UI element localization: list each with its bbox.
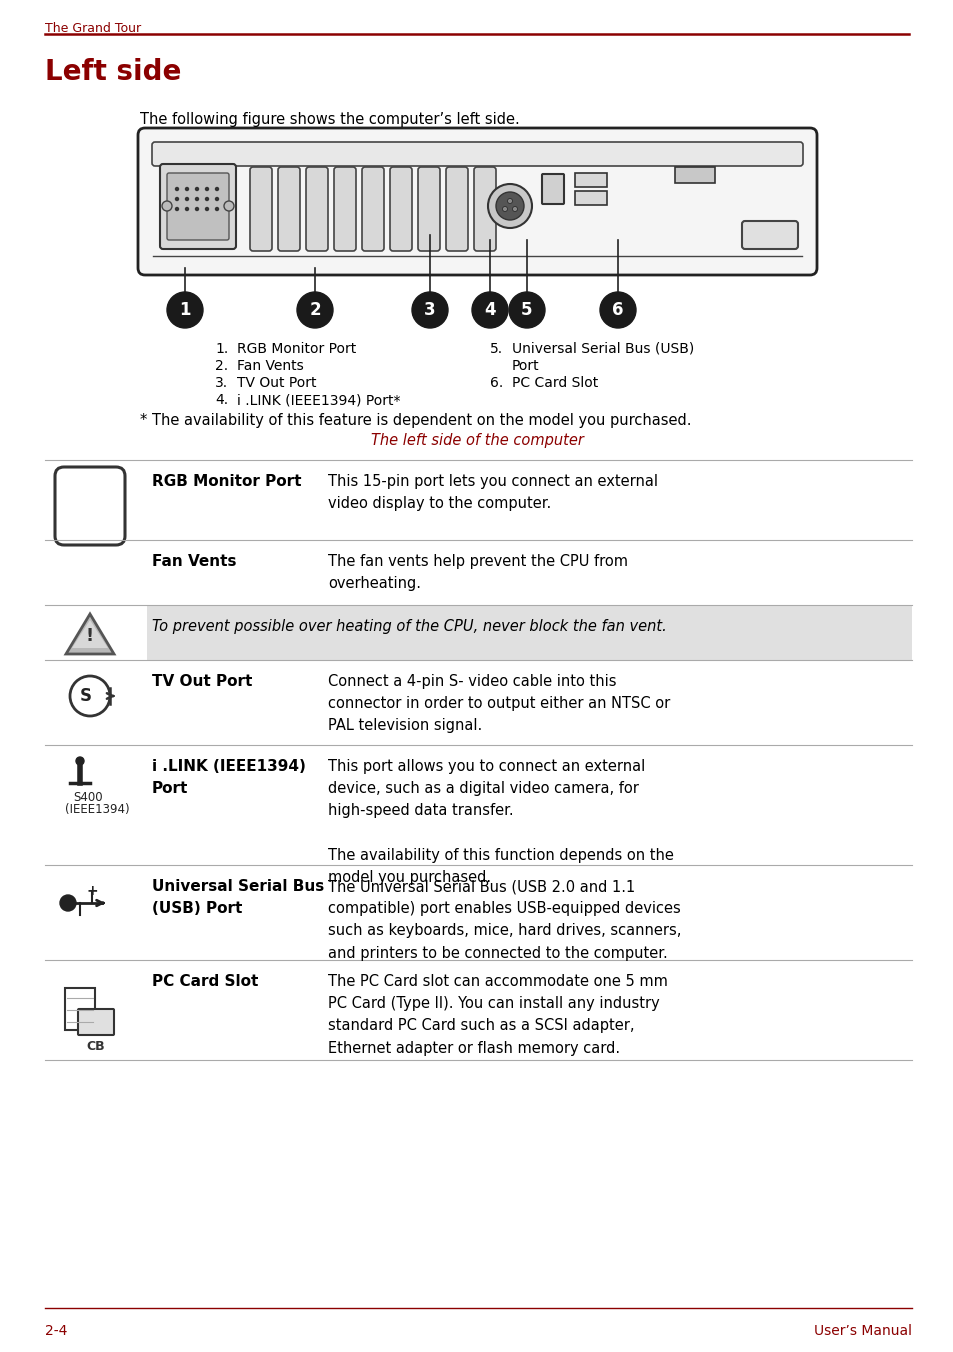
Text: The following figure shows the computer’s left side.: The following figure shows the computer’…: [140, 112, 519, 127]
Text: 1.: 1.: [214, 342, 228, 356]
FancyBboxPatch shape: [541, 174, 563, 204]
Text: 2-4: 2-4: [45, 1324, 68, 1338]
Text: 2: 2: [309, 301, 320, 319]
FancyBboxPatch shape: [474, 168, 496, 251]
Text: Universal Serial Bus (USB): Universal Serial Bus (USB): [512, 342, 694, 356]
Circle shape: [215, 188, 218, 191]
Text: 6: 6: [612, 301, 623, 319]
FancyBboxPatch shape: [417, 168, 439, 251]
FancyBboxPatch shape: [334, 168, 355, 251]
Circle shape: [195, 188, 198, 191]
FancyBboxPatch shape: [277, 168, 299, 251]
Circle shape: [412, 292, 448, 329]
Bar: [675, 168, 714, 183]
Text: PC Card Slot: PC Card Slot: [152, 973, 258, 990]
Text: User’s Manual: User’s Manual: [813, 1324, 911, 1338]
Circle shape: [215, 197, 218, 200]
Text: The Universal Serial Bus (USB 2.0 and 1.1
compatible) port enables USB-equipped : The Universal Serial Bus (USB 2.0 and 1.…: [328, 879, 680, 961]
Text: Port: Port: [512, 360, 539, 373]
Text: 3.: 3.: [214, 376, 228, 389]
Circle shape: [512, 207, 517, 211]
FancyBboxPatch shape: [78, 1009, 113, 1036]
Text: 3: 3: [424, 301, 436, 319]
Circle shape: [175, 188, 178, 191]
Text: S: S: [80, 687, 91, 704]
Circle shape: [502, 207, 507, 211]
Circle shape: [488, 184, 532, 228]
Text: i .LINK (IEEE1394)
Port: i .LINK (IEEE1394) Port: [152, 758, 306, 796]
Circle shape: [509, 292, 544, 329]
Text: (IEEE1394): (IEEE1394): [65, 803, 130, 817]
FancyBboxPatch shape: [138, 128, 816, 274]
Circle shape: [496, 192, 523, 220]
Text: This 15-pin port lets you connect an external
video display to the computer.: This 15-pin port lets you connect an ext…: [328, 475, 658, 511]
Circle shape: [599, 292, 636, 329]
Text: TV Out Port: TV Out Port: [236, 376, 316, 389]
Circle shape: [296, 292, 333, 329]
Circle shape: [195, 197, 198, 200]
Text: 4: 4: [484, 301, 496, 319]
Circle shape: [205, 207, 209, 211]
Text: 6.: 6.: [490, 376, 503, 389]
Circle shape: [195, 207, 198, 211]
FancyBboxPatch shape: [250, 168, 272, 251]
Text: RGB Monitor Port: RGB Monitor Port: [152, 475, 301, 489]
Text: 4.: 4.: [214, 393, 228, 407]
Circle shape: [205, 188, 209, 191]
Text: +: +: [86, 884, 98, 898]
Circle shape: [185, 207, 189, 211]
Circle shape: [472, 292, 507, 329]
FancyBboxPatch shape: [361, 168, 384, 251]
Circle shape: [215, 207, 218, 211]
Text: Connect a 4-pin S- video cable into this
connector in order to output either an : Connect a 4-pin S- video cable into this…: [328, 675, 670, 733]
Circle shape: [175, 207, 178, 211]
Text: 5.: 5.: [490, 342, 502, 356]
Circle shape: [185, 188, 189, 191]
Bar: [147, 604, 911, 660]
FancyBboxPatch shape: [167, 173, 229, 241]
FancyBboxPatch shape: [306, 168, 328, 251]
FancyBboxPatch shape: [390, 168, 412, 251]
Circle shape: [224, 201, 233, 211]
Text: !: !: [86, 627, 94, 645]
Text: PC Card Slot: PC Card Slot: [512, 376, 598, 389]
Text: CB: CB: [87, 1040, 105, 1052]
Text: The PC Card slot can accommodate one 5 mm
PC Card (Type II). You can install any: The PC Card slot can accommodate one 5 m…: [328, 973, 667, 1056]
Text: i .LINK (IEEE1394) Port*: i .LINK (IEEE1394) Port*: [236, 393, 400, 407]
FancyBboxPatch shape: [152, 142, 802, 166]
Text: S400: S400: [73, 791, 103, 804]
Text: TV Out Port: TV Out Port: [152, 675, 253, 690]
Circle shape: [76, 757, 84, 765]
Text: * The availability of this feature is dependent on the model you purchased.: * The availability of this feature is de…: [140, 412, 691, 429]
FancyBboxPatch shape: [446, 168, 468, 251]
FancyBboxPatch shape: [741, 220, 797, 249]
Text: The fan vents help prevent the CPU from
overheating.: The fan vents help prevent the CPU from …: [328, 554, 627, 591]
Circle shape: [70, 676, 110, 717]
Circle shape: [167, 292, 203, 329]
FancyBboxPatch shape: [55, 466, 125, 545]
Polygon shape: [71, 621, 108, 648]
Text: The left side of the computer: The left side of the computer: [370, 433, 583, 448]
Circle shape: [507, 199, 512, 204]
Polygon shape: [66, 614, 113, 654]
Circle shape: [162, 201, 172, 211]
Text: 1: 1: [179, 301, 191, 319]
Text: Left side: Left side: [45, 58, 181, 87]
Text: 5: 5: [520, 301, 532, 319]
Text: Fan Vents: Fan Vents: [152, 554, 236, 569]
Text: RGB Monitor Port: RGB Monitor Port: [236, 342, 355, 356]
Circle shape: [175, 197, 178, 200]
Text: Fan Vents: Fan Vents: [236, 360, 303, 373]
Circle shape: [185, 197, 189, 200]
Text: 2.: 2.: [214, 360, 228, 373]
Circle shape: [205, 197, 209, 200]
Text: The Grand Tour: The Grand Tour: [45, 22, 141, 35]
Bar: [575, 191, 606, 206]
Circle shape: [60, 895, 76, 911]
Text: To prevent possible over heating of the CPU, never block the fan vent.: To prevent possible over heating of the …: [152, 619, 666, 634]
Text: This port allows you to connect an external
device, such as a digital video came: This port allows you to connect an exter…: [328, 758, 673, 886]
Bar: [575, 173, 606, 187]
FancyBboxPatch shape: [160, 164, 235, 249]
Text: Universal Serial Bus
(USB) Port: Universal Serial Bus (USB) Port: [152, 879, 324, 917]
Bar: [65, 988, 95, 1030]
